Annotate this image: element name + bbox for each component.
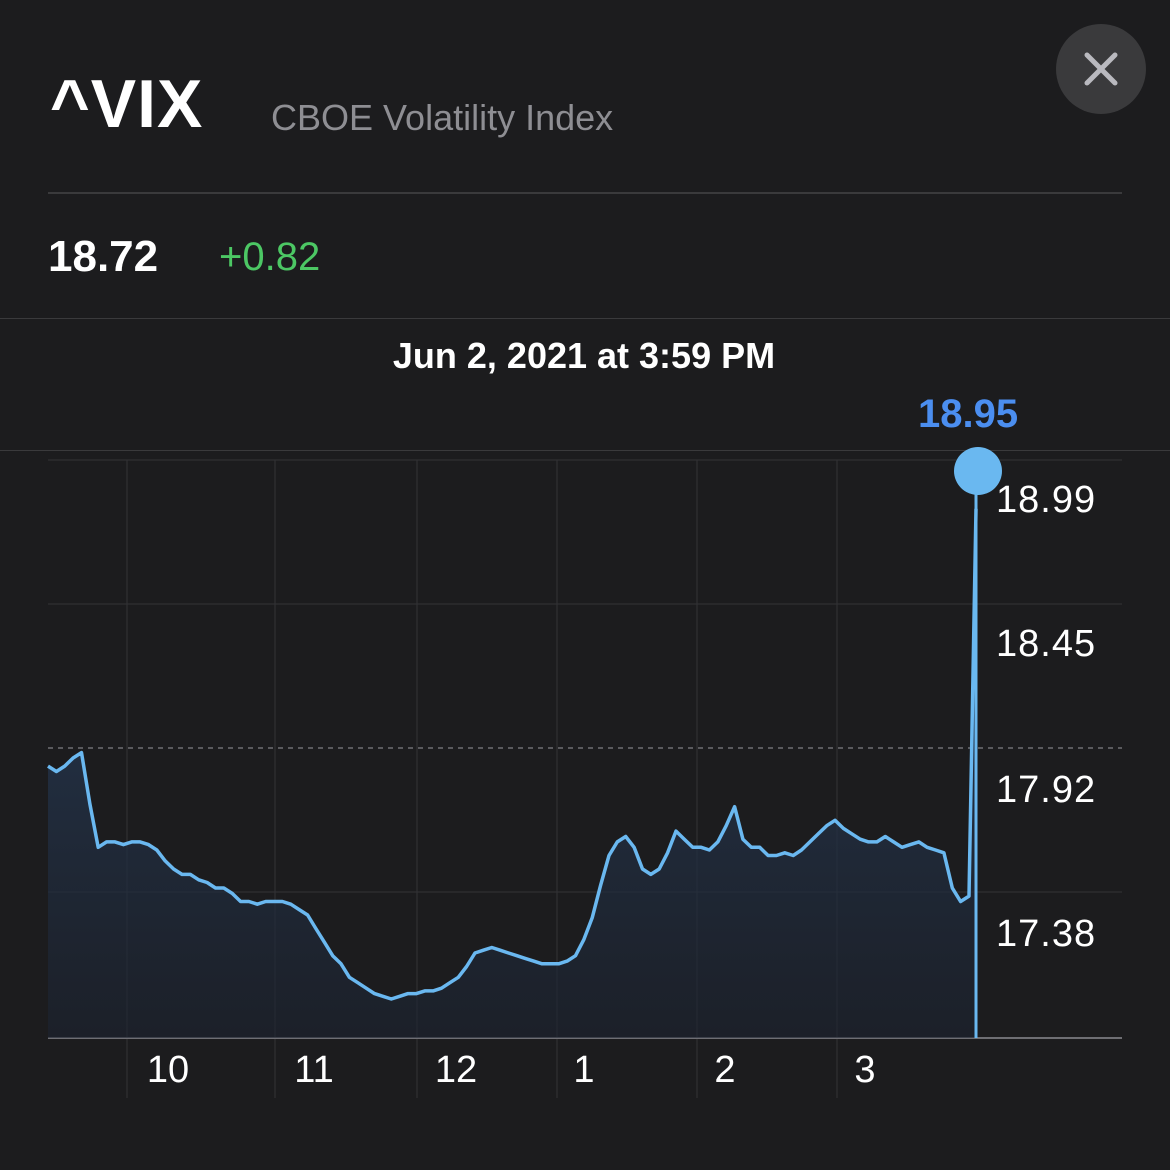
- close-button[interactable]: [1056, 24, 1146, 114]
- x-tick-label: 11: [294, 1049, 333, 1091]
- x-tick-label: 1: [573, 1049, 594, 1091]
- y-tick-label: 18.99: [996, 479, 1096, 521]
- x-tick-label: 2: [714, 1049, 735, 1091]
- price-line: [47, 508, 978, 1001]
- y-tick-label: 17.92: [996, 769, 1096, 811]
- x-tick-label: 3: [854, 1049, 875, 1091]
- scrub-datetime: Jun 2, 2021 at 3:59 PM: [392, 335, 776, 376]
- close-icon: [1084, 52, 1118, 86]
- y-tick-label: 18.45: [996, 623, 1096, 665]
- header-divider: [48, 192, 1122, 194]
- company-name: CBOE Volatility Index: [271, 97, 614, 138]
- x-tick-label: 12: [435, 1049, 477, 1091]
- scrub-value: 18.95: [918, 392, 1019, 436]
- price-change: +0.82: [219, 235, 321, 279]
- quote-divider: [0, 318, 1170, 319]
- y-tick-label: 17.38: [996, 913, 1096, 955]
- chart-top-divider: [0, 450, 1170, 451]
- scrub-indicator-dot[interactable]: [954, 447, 1002, 495]
- quote-header: ^VIX CBOE Volatility Index: [0, 0, 1170, 190]
- price-area: [48, 508, 976, 1038]
- ticker-symbol: ^VIX: [50, 66, 204, 142]
- current-price: 18.72: [48, 232, 159, 281]
- x-tick-label: 10: [147, 1049, 189, 1091]
